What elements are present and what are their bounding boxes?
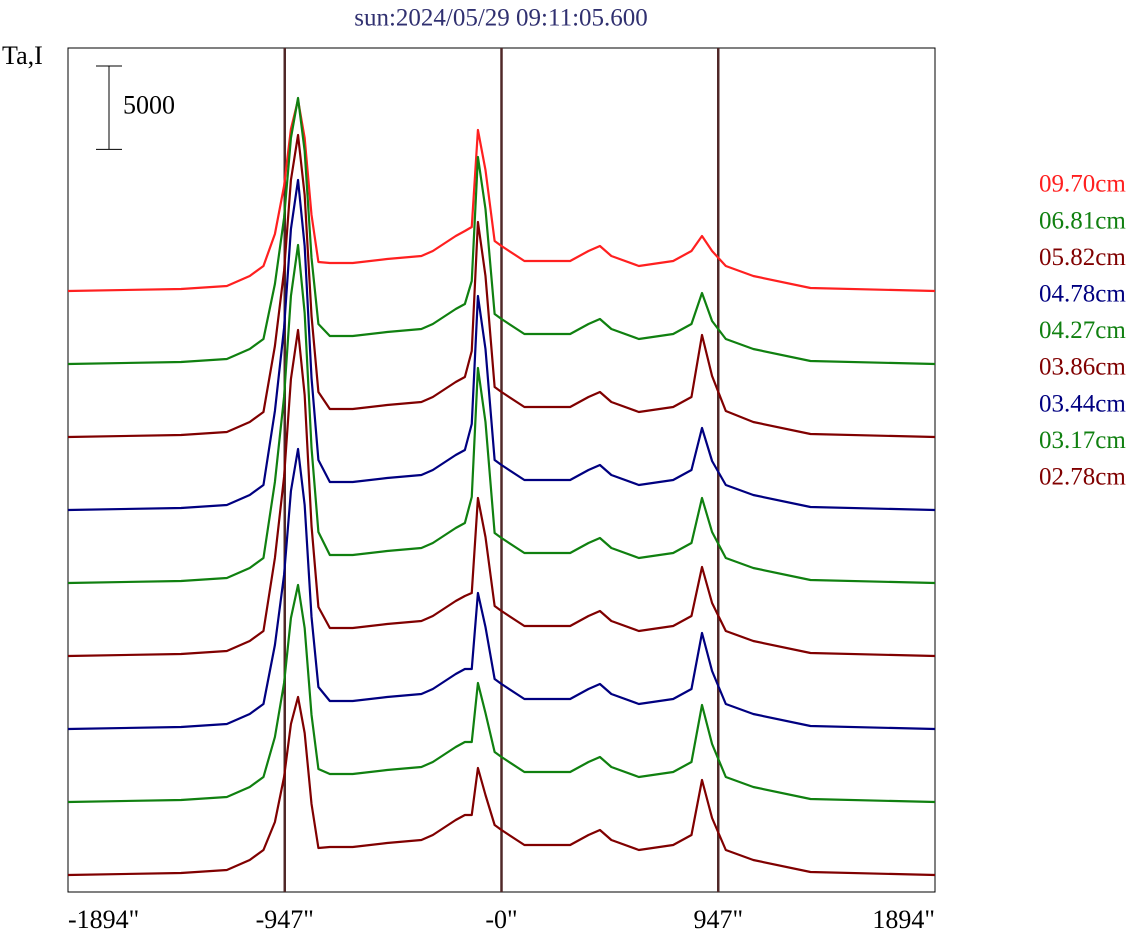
series-line xyxy=(67,243,936,585)
legend-entry: 04.78cm xyxy=(1039,281,1126,308)
x-tick-label: -0" xyxy=(485,905,517,934)
x-tick-label: -947" xyxy=(256,905,314,934)
legend-entry: 04.27cm xyxy=(1039,317,1126,344)
legend-entry: 05.82cm xyxy=(1039,244,1126,271)
series-line xyxy=(67,695,936,877)
x-tick-label: 947" xyxy=(693,905,743,934)
series-line xyxy=(67,178,936,512)
legend-entry: 03.86cm xyxy=(1039,354,1126,381)
chart-title: sun:2024/05/29 09:11:05.600 xyxy=(354,5,648,32)
series-line xyxy=(67,328,936,658)
legend-entry: 03.44cm xyxy=(1039,390,1126,417)
legend-entry: 02.78cm xyxy=(1039,464,1126,491)
y-label: Ta,I xyxy=(2,41,43,70)
series-line xyxy=(67,98,936,293)
series-line xyxy=(67,447,936,731)
series-line xyxy=(67,96,936,366)
series-line xyxy=(67,583,936,804)
legend-entry: 09.70cm xyxy=(1039,171,1126,198)
series-line xyxy=(67,133,936,439)
legend-entry: 06.81cm xyxy=(1039,207,1126,234)
x-tick-label: 1894" xyxy=(872,905,935,934)
scale-bar-label: 5000 xyxy=(123,91,175,120)
x-tick-label: -1894" xyxy=(68,905,139,934)
legend-entry: 03.17cm xyxy=(1039,427,1126,454)
